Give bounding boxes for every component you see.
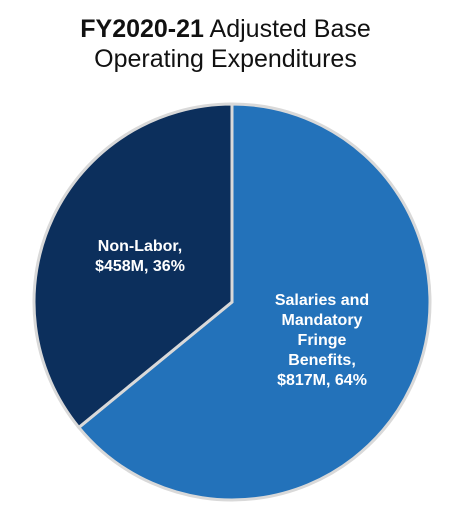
pie-label-line: Benefits,: [288, 352, 356, 369]
chart-title-rest: Adjusted Base: [209, 15, 371, 43]
pie-label-salaries: Salaries and Mandatory Fringe Benefits, $817…: [275, 292, 369, 389]
pie-label-line: $817M, 64%: [277, 372, 367, 389]
chart-title-line2: Operating Expenditures: [94, 45, 357, 73]
chart-title-fiscal-year: FY2020-21: [80, 15, 204, 43]
pie-labels: Salaries and Mandatory Fringe Benefits, $817…: [95, 238, 369, 389]
chart-title: FY2020-21 Adjusted Base Operating Expend…: [0, 14, 451, 74]
pie-slice-non-labor: [32, 102, 234, 430]
pie-slice-salaries: [76, 102, 432, 502]
pie-label-line: Fringe: [298, 332, 347, 349]
pie-slices: [32, 102, 432, 502]
chart-title-line1: FY2020-21 Adjusted Base: [0, 14, 451, 44]
pie-label-non-labor: Non-Labor, $458M, 36%: [95, 238, 185, 275]
pie-label-line: $458M, 36%: [95, 258, 185, 275]
pie-label-line: Non-Labor,: [98, 238, 182, 255]
pie-label-line: Mandatory: [282, 312, 363, 329]
pie-label-line: Salaries and: [275, 292, 369, 309]
